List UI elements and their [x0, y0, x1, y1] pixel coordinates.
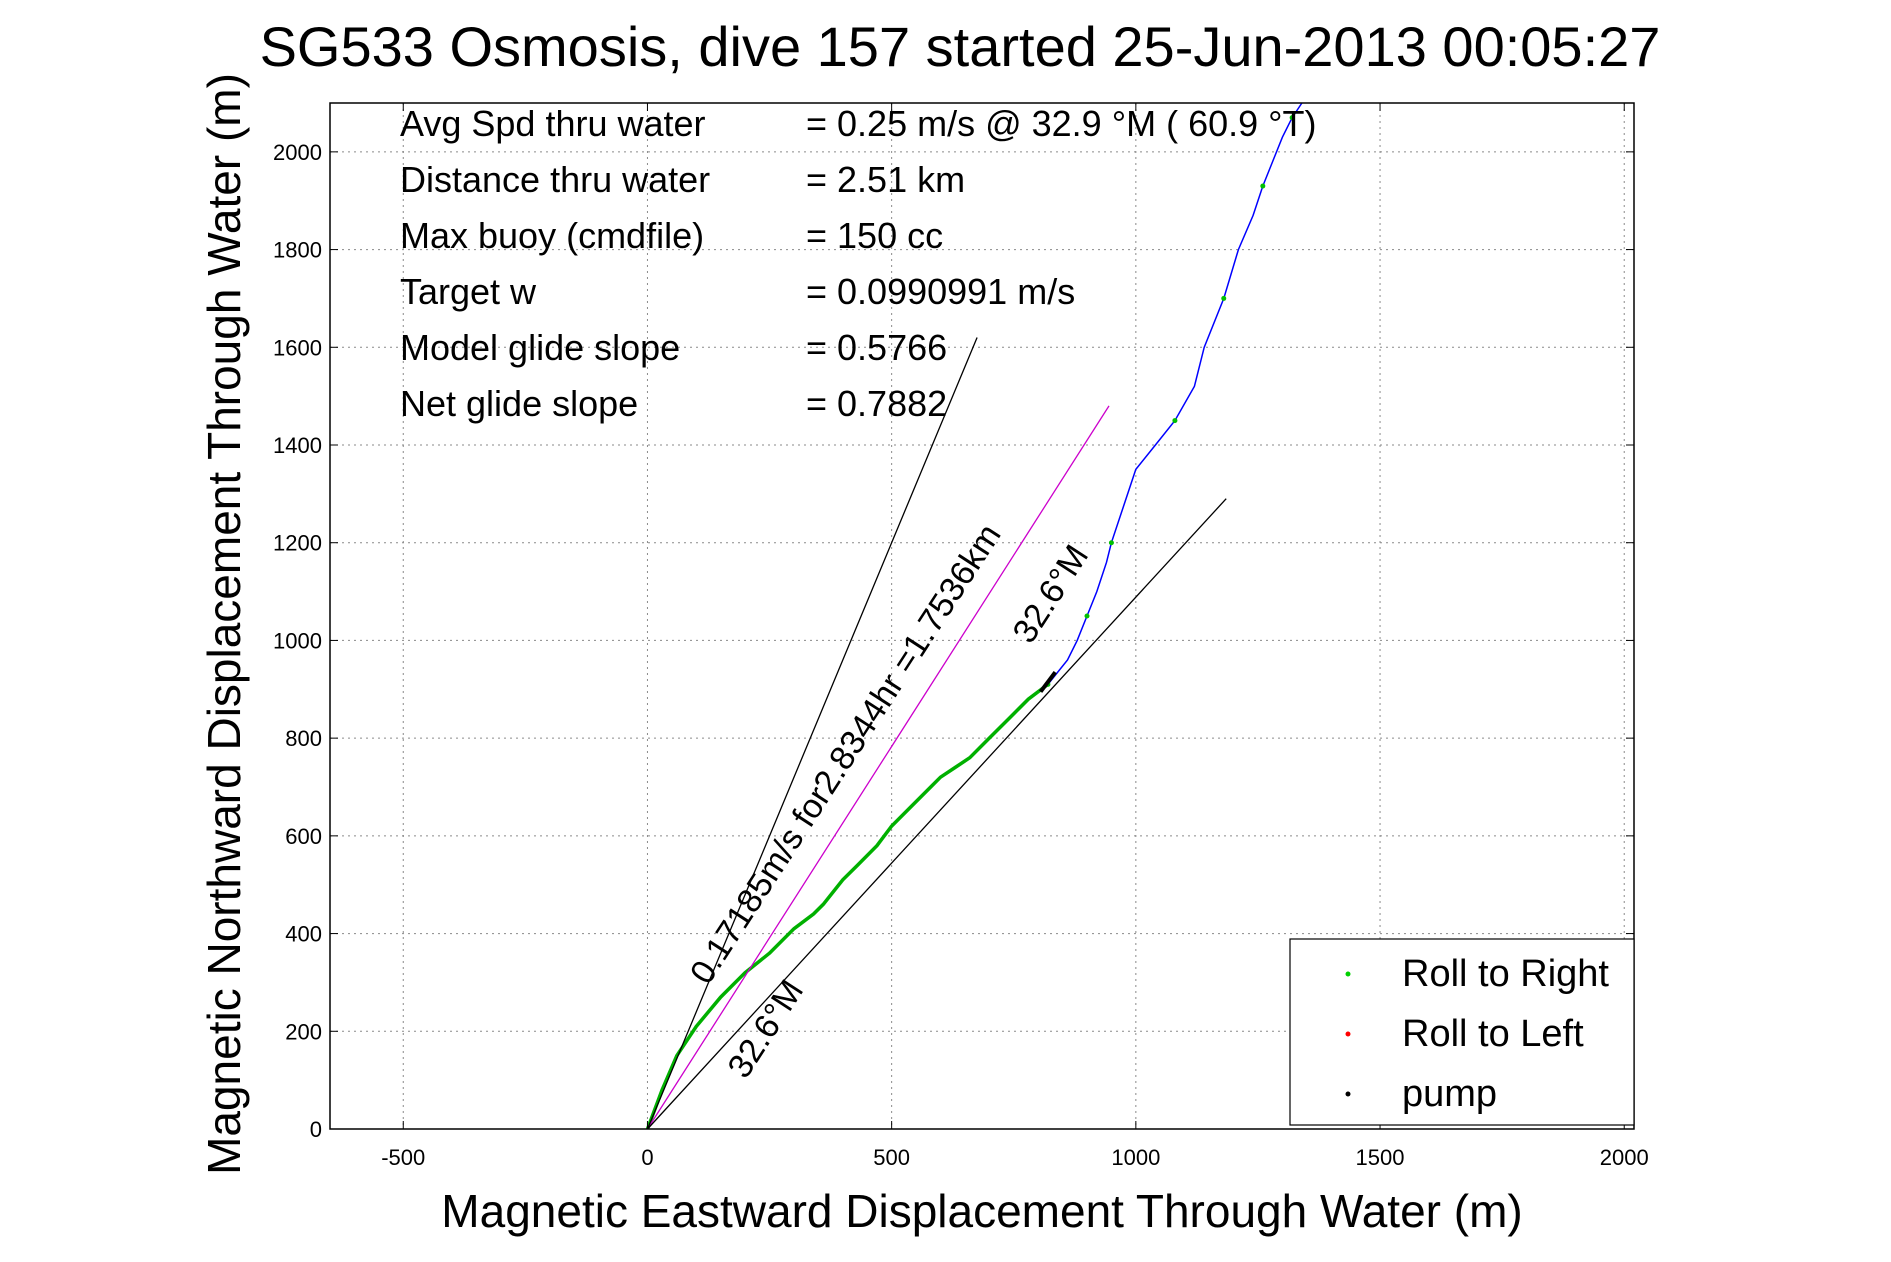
series-line-1 — [1047, 102, 1303, 685]
x-axis-label: Magnetic Eastward Displacement Through W… — [441, 1185, 1522, 1237]
y-tick-label: 0 — [310, 1117, 322, 1142]
legend: Roll to Right Roll to Left pump — [1289, 938, 1635, 1126]
x-tick-label: 500 — [873, 1145, 910, 1170]
y-tick-label: 1000 — [273, 628, 322, 653]
data-point — [1108, 540, 1114, 546]
y-tick-label: 800 — [285, 726, 322, 751]
y-tick-label: 1400 — [273, 433, 322, 458]
y-tick-label: 1200 — [273, 531, 322, 556]
chart-title: SG533 Osmosis, dive 157 started 25-Jun-2… — [260, 15, 1661, 78]
data-point — [1084, 613, 1090, 619]
stat-label: Distance thru water — [400, 159, 710, 200]
legend-marker — [1345, 971, 1351, 977]
series-line-4 — [647, 498, 1227, 1130]
stat-value: = 150 cc — [806, 215, 943, 256]
data-point — [1289, 115, 1295, 121]
data-point — [1221, 295, 1227, 301]
x-tick-label: 0 — [641, 1145, 653, 1170]
series-line-2 — [646, 405, 1110, 1130]
series-line-0 — [645, 683, 1049, 1130]
stats-block: Avg Spd thru water = 0.25 m/s @ 32.9 °M (… — [400, 103, 1317, 424]
stat-value: = 2.51 km — [806, 159, 965, 200]
x-tick-label: -500 — [381, 1145, 425, 1170]
legend-marker — [1345, 1091, 1351, 1097]
stat-value: = 0.0990991 m/s — [806, 271, 1075, 312]
stat-label: Max buoy (cmdfile) — [400, 215, 704, 256]
stat-value: = 0.25 m/s @ 32.9 °M ( 60.9 °T) — [806, 103, 1317, 144]
series-line-3 — [646, 337, 978, 1130]
data-point — [1260, 183, 1266, 189]
stat-label: Avg Spd thru water — [400, 103, 706, 144]
stat-value: = 0.5766 — [806, 327, 947, 368]
y-tick-label: 1800 — [273, 238, 322, 263]
x-tick-label: 2000 — [1600, 1145, 1649, 1170]
y-tick-label: 2000 — [273, 140, 322, 165]
pump-segment — [1039, 670, 1057, 693]
legend-marker — [1345, 1031, 1351, 1037]
data-point — [1172, 418, 1178, 424]
stat-label: Net glide slope — [400, 383, 638, 424]
x-tick-label: 1500 — [1356, 1145, 1405, 1170]
stat-label: Model glide slope — [400, 327, 680, 368]
legend-label: Roll to Right — [1402, 953, 1609, 995]
legend-label: Roll to Left — [1402, 1013, 1584, 1055]
axis-ticks: -500 0 500 1000 1500 2000 0 200 400 600 800 1000 120… — [273, 103, 1649, 1170]
legend-label: pump — [1402, 1073, 1497, 1115]
series-layer — [645, 102, 1303, 1130]
y-tick-label: 400 — [285, 922, 322, 947]
y-axis-label: Magnetic Northward Displacement Through … — [198, 73, 250, 1175]
y-tick-label: 200 — [285, 1019, 322, 1044]
y-tick-label: 600 — [285, 824, 322, 849]
y-tick-label: 1600 — [273, 335, 322, 360]
plot-frame — [329, 102, 1635, 1130]
stat-label: Target w — [400, 271, 537, 312]
x-tick-label: 1000 — [1111, 1145, 1160, 1170]
stat-value: = 0.7882 — [806, 383, 947, 424]
